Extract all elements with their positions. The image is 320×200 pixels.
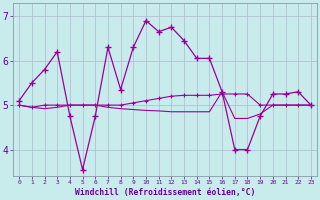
X-axis label: Windchill (Refroidissement éolien,°C): Windchill (Refroidissement éolien,°C) [75, 188, 255, 197]
